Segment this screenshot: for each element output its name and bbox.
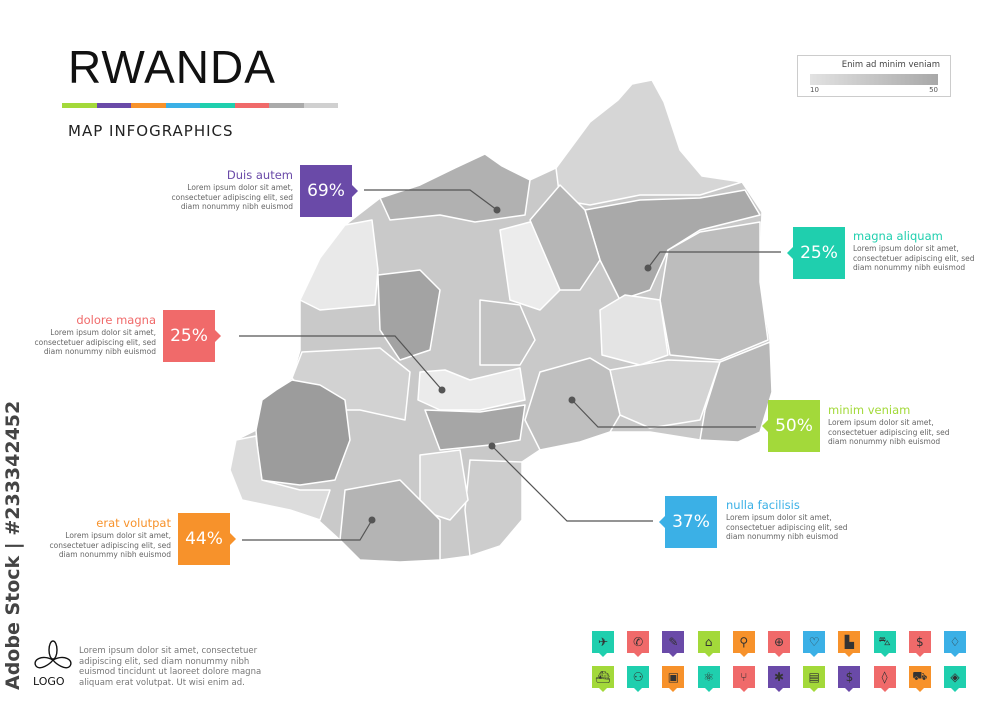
callout-label-minim-veniam: minim veniam Lorem ipsum dolor sit amet, … (828, 403, 968, 447)
marker-dot (368, 516, 376, 524)
shopping-bag-icon: ♢ (944, 631, 966, 657)
car-icon: ⛍ (873, 631, 896, 657)
callout-text: Lorem ipsum dolor sit amet, consectetuer… (828, 418, 950, 446)
map-legend: Enim ad minim veniam 10 50 (797, 55, 951, 97)
motorcycle-icon: ⚇ (627, 666, 650, 692)
map-district (584, 189, 761, 301)
shop-icon: ▤ (803, 666, 826, 692)
leader-line (647, 251, 781, 269)
marker-dot (568, 396, 576, 404)
color-bar-segment (165, 103, 200, 108)
callout-heading: minim veniam (828, 403, 911, 417)
page-subtitle: MAP INFOGRAPHICS (68, 122, 234, 140)
map-icon: ◈ (944, 666, 966, 692)
color-bar-segment (200, 103, 235, 108)
callout-value-box: 25% (163, 310, 221, 362)
footer-text: Lorem ipsum dolor sit amet, consectetuer… (79, 646, 262, 688)
callout-label-erat-volutpat: erat volutpat Lorem ipsum dolor sit amet,… (31, 516, 171, 560)
callout-heading: magna aliquam (853, 229, 943, 243)
marker-dot (488, 442, 496, 450)
callout-label-dolore-magna: dolore magna Lorem ipsum dolor sit amet, … (16, 313, 156, 357)
callout-value-box: 37% (659, 496, 717, 548)
map-district (479, 299, 536, 366)
leader-line (364, 189, 498, 211)
marker-dot (493, 206, 501, 214)
callout-value-box: 50% (762, 400, 820, 452)
leader-line (571, 399, 756, 428)
leader-lines (239, 189, 781, 541)
watermark-id: Adobe Stock | #233342452 (2, 400, 24, 690)
map-district (699, 341, 773, 443)
map-district (255, 379, 351, 486)
logo-text: LOGO (33, 675, 65, 688)
leader-line (491, 445, 653, 522)
money-exchange-icon: $ (838, 666, 861, 692)
heart-icon: ♡ (803, 631, 826, 657)
marker-dot (644, 264, 652, 272)
callout-value-box: 25% (787, 227, 845, 279)
callout-heading: dolore magna (76, 313, 156, 327)
marker-dot (438, 386, 446, 394)
callout-value-box: 44% (178, 513, 236, 565)
legend-gradient (810, 74, 938, 85)
factory-icon: ▙ (838, 631, 861, 657)
atom-icon: ⚛ (697, 666, 720, 692)
logo: LOGO (30, 640, 76, 688)
color-bar-segment (303, 103, 338, 108)
ship-icon: ⛴ (592, 666, 614, 692)
bus-icon: ▣ (662, 666, 685, 692)
map-district (555, 79, 743, 206)
logo-mark-icon (34, 640, 72, 669)
phone-icon: ✆ (627, 631, 650, 657)
callout-label-nulla-facilisis: nulla facilisis Lorem ipsum dolor sit ame… (726, 498, 866, 542)
bank-icon: ⌂ (697, 631, 720, 657)
color-bar-segment (96, 103, 131, 108)
color-bar-segment (131, 103, 166, 108)
map-district (229, 435, 331, 521)
callout-text: Lorem ipsum dolor sit amet, consectetuer… (726, 513, 848, 541)
map-district (339, 479, 441, 563)
map-district (524, 357, 621, 451)
callout-label-duis-autem: Duis autem Lorem ipsum dolor sit amet, co… (153, 168, 293, 212)
legend-max: 50 (929, 86, 938, 94)
color-bar (62, 103, 338, 108)
globe-icon: ⊕ (768, 631, 790, 657)
color-bar-segment (62, 103, 97, 108)
legend-min: 10 (810, 86, 819, 94)
callout-heading: nulla facilisis (726, 498, 800, 512)
callout-text: Lorem ipsum dolor sit amet, consectetuer… (49, 531, 171, 559)
color-bar-segment (269, 103, 304, 108)
callout-label-magna-aliquam: magna aliquam Lorem ipsum dolor sit amet,… (853, 229, 993, 273)
callout-text: Lorem ipsum dolor sit amet, consectetuer… (171, 183, 293, 211)
callout-value-box: 69% (300, 165, 358, 217)
callout-heading: erat volutpat (96, 516, 171, 530)
truck-icon: ⛟ (908, 666, 931, 692)
page-title: RWANDA (68, 41, 276, 93)
map-district (424, 404, 526, 451)
map-district (417, 367, 526, 411)
map-district (599, 294, 669, 366)
drop-icon: ◊ (873, 666, 896, 692)
color-bar-segment (234, 103, 269, 108)
callout-text: Lorem ipsum dolor sit amet, consectetuer… (853, 244, 975, 272)
legend-title: Enim ad minim veniam (841, 60, 940, 70)
leader-line (242, 519, 373, 541)
dollar-coin-icon: $ (908, 631, 931, 657)
medical-icon: ✱ (768, 666, 790, 692)
map-district (377, 269, 441, 361)
callout-text: Lorem ipsum dolor sit amet, consectetuer… (34, 328, 156, 356)
airplane-icon: ✈ (592, 631, 614, 657)
map-district (379, 153, 531, 223)
leader-line (239, 335, 443, 391)
pin-icon: ✎ (662, 631, 685, 657)
map-district (299, 219, 379, 311)
location-icon: ⚲ (732, 631, 755, 657)
callout-heading: Duis autem (226, 168, 293, 182)
map-district (464, 459, 523, 557)
restaurant-icon: ⑂ (732, 666, 755, 692)
map-district (529, 184, 601, 291)
